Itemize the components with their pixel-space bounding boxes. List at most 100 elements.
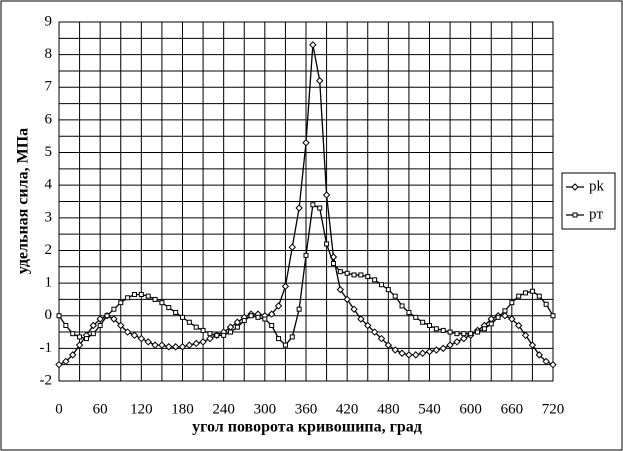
point bbox=[543, 301, 549, 307]
x-tick-label: 0 bbox=[55, 401, 63, 417]
point bbox=[343, 295, 351, 304]
point bbox=[446, 341, 454, 349]
point bbox=[385, 287, 391, 293]
point bbox=[125, 295, 131, 301]
point bbox=[69, 351, 77, 359]
y-tick-label: 0 bbox=[45, 307, 53, 323]
point bbox=[151, 341, 159, 349]
point bbox=[296, 306, 302, 312]
point bbox=[364, 321, 372, 330]
point bbox=[370, 328, 379, 336]
point bbox=[392, 293, 398, 299]
point bbox=[528, 341, 537, 349]
point bbox=[398, 349, 406, 357]
y-tick-label: 2 bbox=[45, 242, 53, 258]
point bbox=[447, 329, 453, 335]
point bbox=[83, 336, 89, 342]
point bbox=[453, 338, 461, 346]
point bbox=[152, 296, 158, 302]
point bbox=[324, 241, 330, 247]
point bbox=[535, 351, 543, 359]
y-tick-label: 4 bbox=[45, 177, 53, 193]
point bbox=[131, 292, 137, 298]
point bbox=[145, 293, 151, 299]
y-axis-title: удельная сила, МПа bbox=[15, 128, 32, 274]
y-tick-label: 3 bbox=[45, 209, 53, 225]
point bbox=[178, 343, 187, 351]
point bbox=[488, 321, 494, 327]
point bbox=[418, 349, 427, 357]
point bbox=[425, 347, 434, 356]
point bbox=[413, 314, 419, 320]
point bbox=[199, 338, 207, 346]
point bbox=[241, 318, 247, 324]
point bbox=[228, 329, 234, 335]
point bbox=[475, 329, 481, 335]
point bbox=[358, 272, 364, 278]
point bbox=[378, 282, 384, 288]
point bbox=[282, 342, 288, 348]
point bbox=[481, 326, 487, 332]
point bbox=[461, 331, 467, 337]
x-tick-label: 600 bbox=[459, 401, 482, 417]
point bbox=[521, 331, 530, 340]
point bbox=[180, 314, 185, 320]
point bbox=[439, 344, 447, 353]
point bbox=[123, 328, 132, 336]
point bbox=[529, 288, 535, 294]
y-tick-label: -2 bbox=[40, 372, 53, 388]
point bbox=[110, 315, 118, 323]
point bbox=[468, 331, 474, 337]
x-tick-label: 420 bbox=[336, 401, 359, 417]
point bbox=[97, 323, 103, 329]
point bbox=[502, 308, 508, 314]
point bbox=[365, 274, 371, 280]
point bbox=[206, 334, 214, 343]
y-tick-label: 1 bbox=[45, 275, 53, 291]
point bbox=[90, 331, 96, 337]
point bbox=[166, 305, 172, 311]
x-tick-label: 480 bbox=[377, 401, 400, 417]
point bbox=[295, 204, 303, 212]
x-tick-label: 720 bbox=[542, 401, 565, 417]
point bbox=[96, 315, 104, 323]
point bbox=[269, 323, 275, 329]
point bbox=[454, 331, 460, 337]
y-tick-label: 6 bbox=[45, 111, 53, 127]
point bbox=[75, 341, 84, 349]
point bbox=[234, 324, 240, 330]
point bbox=[433, 326, 439, 332]
point bbox=[207, 331, 213, 337]
point bbox=[495, 314, 501, 320]
point bbox=[138, 292, 144, 298]
point bbox=[391, 346, 399, 354]
point bbox=[303, 252, 309, 258]
legend-label: pт bbox=[589, 206, 604, 222]
point bbox=[501, 312, 509, 320]
point bbox=[406, 309, 412, 315]
point bbox=[310, 202, 316, 208]
point bbox=[63, 323, 69, 329]
x-tick-label: 660 bbox=[501, 401, 524, 417]
point bbox=[200, 327, 206, 333]
point bbox=[171, 343, 180, 351]
point bbox=[372, 277, 378, 283]
point bbox=[165, 343, 173, 351]
point bbox=[514, 321, 523, 330]
y-tick-label: 7 bbox=[45, 79, 53, 95]
x-axis-title: угол поворота кривошипа, град bbox=[192, 419, 422, 436]
point bbox=[130, 331, 139, 340]
point bbox=[70, 331, 76, 337]
point bbox=[337, 269, 343, 275]
point bbox=[193, 324, 199, 330]
point bbox=[274, 302, 283, 310]
point bbox=[276, 336, 282, 342]
point bbox=[262, 316, 268, 322]
point bbox=[214, 332, 220, 338]
point bbox=[309, 41, 317, 49]
point bbox=[173, 309, 179, 315]
point bbox=[508, 315, 516, 323]
point bbox=[550, 313, 556, 319]
